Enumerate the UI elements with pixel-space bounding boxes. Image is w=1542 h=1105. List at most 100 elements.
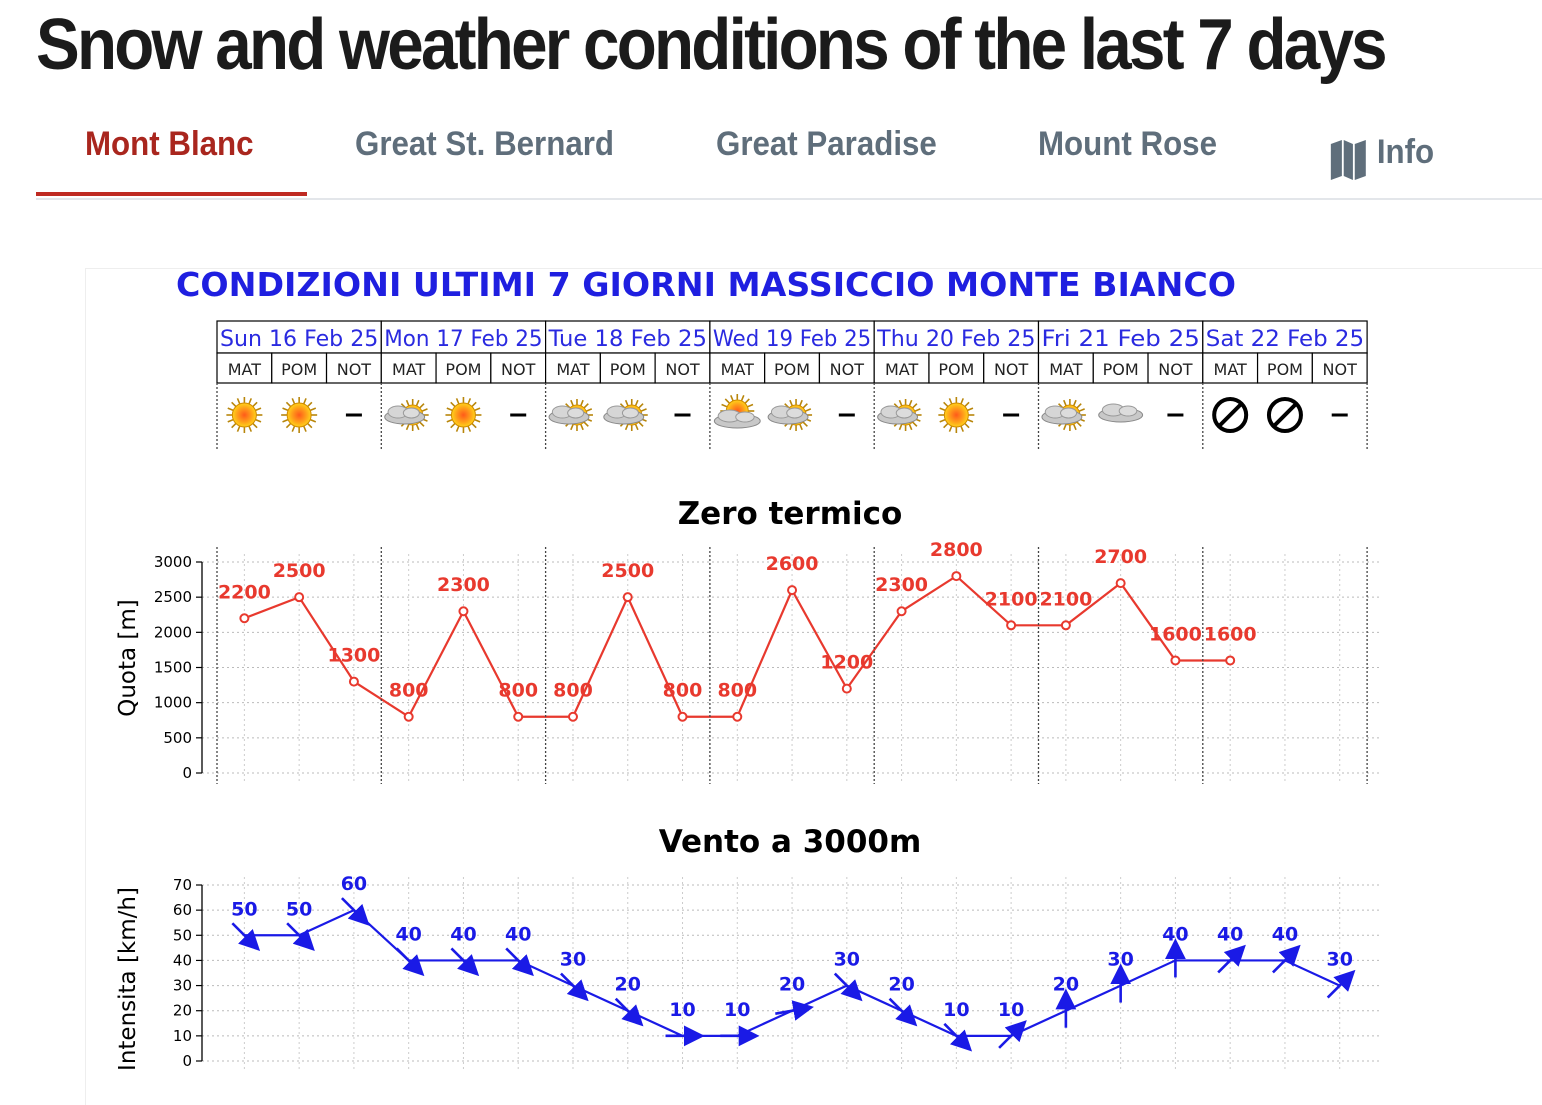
wind-direction-arrow [1272,944,1301,974]
period-label: POM [1267,360,1303,379]
data-value-label: 20 [888,974,914,996]
wind-direction-arrow [998,1020,1027,1049]
data-point [896,606,907,617]
period-label: MAT [392,360,426,379]
data-value-label: 2600 [766,553,819,575]
data-point [1170,655,1181,666]
period-label: NOT [994,360,1029,379]
wind-direction-arrow [943,1022,973,1052]
y-tick-label: 2500 [154,588,192,606]
no-data-icon [1212,397,1249,433]
data-value-label: 800 [553,680,593,702]
period-header-cell [818,352,875,384]
sun-icon [226,397,263,433]
data-value-label: 2700 [1094,546,1147,568]
sun-icon [281,397,318,433]
data-point [403,711,414,722]
page-title: Snow and weather conditions of the last … [36,5,1388,85]
data-point [622,592,633,603]
data-point [348,676,359,687]
period-label: POM [938,360,974,379]
period-label: NOT [337,360,372,379]
data-value-label: 2300 [437,574,490,596]
data-value-label: 20 [615,974,641,996]
wind-direction-arrow [833,972,863,1002]
period-header-cell [654,352,711,384]
period-header-cell [271,352,328,384]
day-label: Tue 18 Feb 25 [548,327,707,352]
day-label: Sun 16 Feb 25 [220,327,378,352]
period-label: POM [445,360,481,379]
cloud-sun-icon [877,399,922,431]
tab-mount-rose[interactable]: Mount Rose [1038,125,1217,163]
data-point [787,585,798,596]
period-header-cell [1037,352,1094,384]
y-tick-label: 60 [173,901,192,919]
chart-header-title: CONDIZIONI ULTIMI 7 GIORNI MASSICCIO MON… [176,269,1236,304]
cloud-sun-icon [384,399,429,431]
y-tick-label: 0 [182,1052,192,1070]
period-header-cell [1092,352,1149,384]
period-header-cell [435,352,492,384]
data-value-label: 800 [717,680,757,702]
data-value-label: 10 [943,999,969,1021]
sun-icon [938,397,975,433]
data-point [732,711,743,722]
y-tick-label: 500 [163,729,192,747]
data-value-label: 40 [450,923,476,945]
data-value-label: 2100 [1039,588,1092,610]
chart-grid: 0 10 20 30 40 50 60 70 [173,876,1382,1071]
wind-direction-arrow [505,947,534,977]
day-header-cell [1037,320,1204,354]
wind-direction-arrow [775,1000,814,1021]
tab-mont-blanc[interactable]: Mont Blanc [85,125,254,163]
data-value-label: 30 [560,949,586,971]
location-tabs: Mont Blanc Great St. Bernard Great Parad… [36,108,1542,200]
sun-behind-cloud-icon [713,394,761,429]
day-label: Mon 17 Feb 25 [384,327,542,352]
cloud-icon [1098,403,1144,423]
data-value-label: 800 [498,680,538,702]
period-label: MAT [228,360,262,379]
wind-direction-arrow [888,997,918,1027]
map-icon [1329,135,1368,180]
cloud-sun-icon [548,399,593,431]
data-value-label: 2800 [930,539,983,561]
tab-info[interactable]: Info [1329,108,1434,196]
data-value-label: 1300 [327,645,380,667]
data-value-label: 1200 [820,652,873,674]
data-value-label: 1600 [1149,623,1202,645]
period-header-cell [490,352,547,384]
data-point [458,606,469,617]
period-label: NOT [1323,360,1358,379]
sun-icon [445,397,482,433]
wind-chart: Vento a 3000m Intensita [km/h] 0 10 20 30 40… [115,824,1382,1071]
data-value-label: 40 [1162,923,1188,945]
period-header-cell [928,352,985,384]
tab-great-st-bernard[interactable]: Great St. Bernard [355,125,615,163]
data-value-label: 30 [1326,949,1352,971]
data-point [294,592,305,603]
cloud-sun-icon [767,399,813,431]
freezing-chart-ylabel: Quota [m] [115,599,141,717]
data-value-label: 30 [1107,949,1133,971]
period-header-cell [709,352,766,384]
data-value-label: 800 [663,680,703,702]
data-value-label: 1600 [1204,623,1257,645]
data-point [567,711,578,722]
wind-direction-arrow [614,997,644,1027]
data-value-label: 50 [286,898,312,920]
wind-direction-arrow [395,947,425,977]
y-tick-label: 20 [173,1002,192,1020]
data-point [1006,620,1017,631]
y-tick-label: 40 [173,951,192,969]
y-tick-label: 3000 [154,553,192,571]
period-header-cell [216,352,273,384]
tab-great-paradise[interactable]: Great Paradise [716,125,937,163]
cloud-sun-icon [603,399,648,431]
y-tick-label: 50 [173,926,192,944]
data-value-label: 2100 [985,588,1038,610]
data-value-label: 50 [231,898,257,920]
data-point [841,683,852,694]
period-label: POM [1103,360,1139,379]
